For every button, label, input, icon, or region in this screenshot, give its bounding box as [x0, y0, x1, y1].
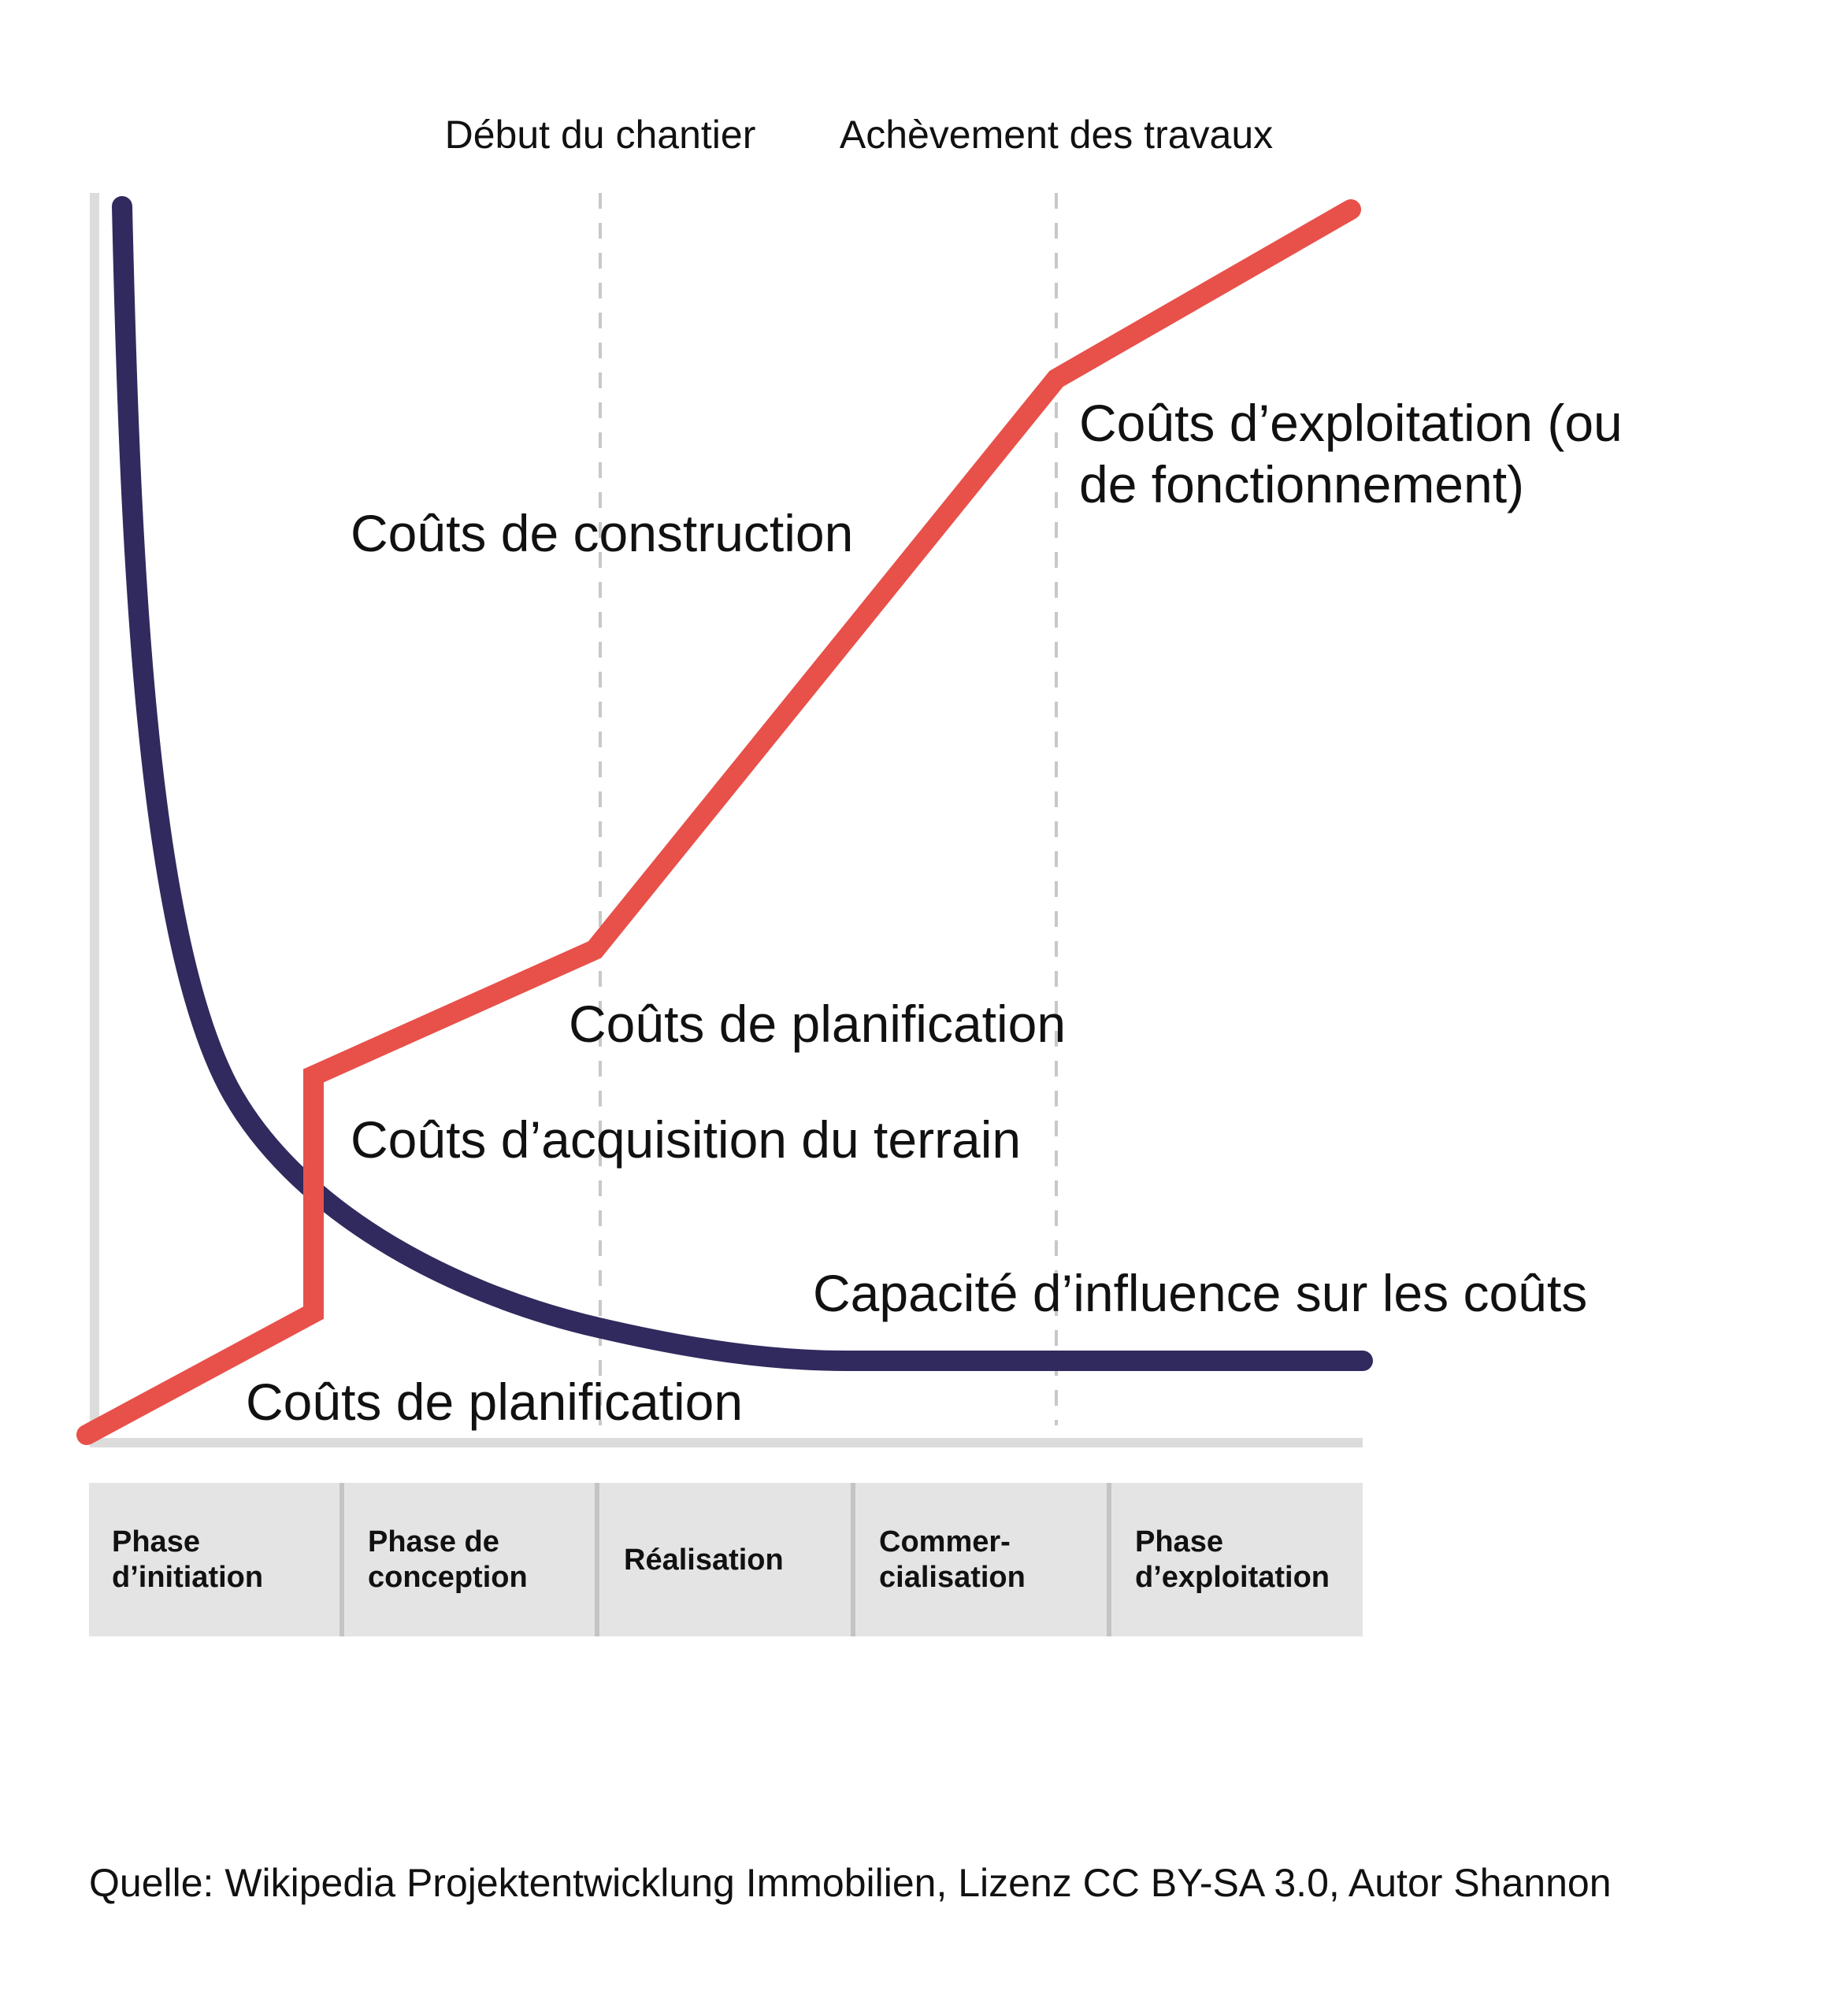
source-credit: Quelle: Wikipedia Projektentwicklung Imm…: [89, 1861, 1612, 1905]
label-couts-exploitation-line1: Coûts d’exploitation (ou: [1079, 394, 1623, 452]
cost-influence-curve: [112, 196, 1373, 1371]
phase-realisation-label: Réalisation: [624, 1544, 784, 1577]
label-couts-exploitation-line2: de fonctionnement): [1079, 455, 1524, 513]
label-couts-acquisition-terrain: Coûts d’acquisition du terrain: [351, 1110, 1021, 1169]
label-couts-planification-upper: Coûts de planification: [569, 995, 1066, 1053]
phase-conception-line1: Phase de: [368, 1525, 499, 1558]
phase-initiation-line2: d’initiation: [112, 1561, 263, 1594]
phase-conception-line2: conception: [368, 1561, 528, 1594]
phase-exploitation-line2: d’exploitation: [1135, 1561, 1330, 1594]
phase-bar: Phase d’initiation Phase de conception R…: [89, 1483, 1363, 1636]
phase-commercialisation-line2: cialisation: [879, 1561, 1026, 1594]
milestone-label-achevement-travaux: Achèvement des travaux: [840, 113, 1273, 157]
label-capacite-influence: Capacité d’influence sur les coûts: [813, 1264, 1587, 1322]
phase-commercialisation-line1: Commer-: [879, 1525, 1011, 1558]
phase-initiation-line1: Phase: [112, 1525, 200, 1558]
phase-bar-background: [89, 1483, 1363, 1636]
label-couts-construction: Coûts de construction: [351, 504, 853, 562]
label-couts-planification-lower: Coûts de planification: [246, 1373, 743, 1431]
cumulative-cost-line: [76, 199, 1361, 1445]
milestone-label-debut-chantier: Début du chantier: [445, 113, 756, 157]
phase-exploitation-line1: Phase: [1135, 1525, 1223, 1558]
